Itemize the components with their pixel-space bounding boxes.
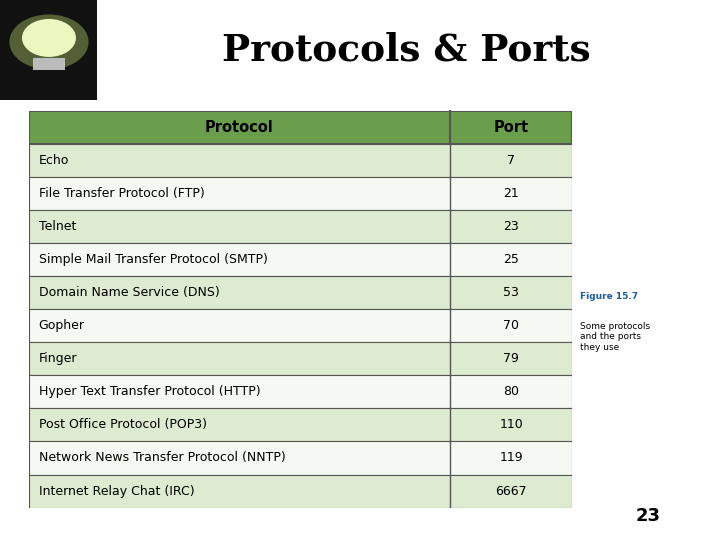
Bar (29, 177, 572, 210)
Bar (29, 243, 572, 276)
Text: File Transfer Protocol (FTP): File Transfer Protocol (FTP) (39, 187, 204, 200)
Text: 23: 23 (503, 220, 519, 233)
Bar (29, 309, 572, 342)
Text: 21: 21 (503, 187, 519, 200)
Bar (29, 342, 572, 375)
Text: 70: 70 (503, 319, 519, 332)
Text: Post Office Protocol (POP3): Post Office Protocol (POP3) (39, 418, 207, 431)
Text: Finger: Finger (39, 352, 77, 365)
Text: 119: 119 (500, 451, 523, 464)
Text: 7: 7 (508, 154, 516, 167)
Text: Telnet: Telnet (39, 220, 76, 233)
Text: Hyper Text Transfer Protocol (HTTP): Hyper Text Transfer Protocol (HTTP) (39, 386, 260, 399)
Bar (29, 111, 572, 144)
Bar (29, 442, 572, 475)
Bar (29, 475, 572, 508)
Text: Protocols & Ports: Protocols & Ports (222, 31, 591, 69)
Ellipse shape (22, 19, 76, 57)
Bar (33, 58, 65, 70)
Text: Domain Name Service (DNS): Domain Name Service (DNS) (39, 286, 220, 299)
Bar (29, 276, 572, 309)
Ellipse shape (9, 15, 89, 70)
Bar (29, 210, 572, 243)
Text: Internet Relay Chat (IRC): Internet Relay Chat (IRC) (39, 484, 194, 497)
Text: 6667: 6667 (495, 484, 527, 497)
Bar (29, 375, 572, 408)
Text: 25: 25 (503, 253, 519, 266)
Text: Figure 15.7: Figure 15.7 (580, 292, 638, 301)
Text: Gopher: Gopher (39, 319, 84, 332)
Text: 23: 23 (636, 507, 660, 525)
Text: 80: 80 (503, 386, 519, 399)
Text: 110: 110 (500, 418, 523, 431)
Text: Protocol: Protocol (205, 120, 274, 135)
Text: 53: 53 (503, 286, 519, 299)
Text: Port: Port (494, 120, 528, 135)
Text: Some protocols
and the ports
they use: Some protocols and the ports they use (580, 322, 649, 352)
Bar (29, 144, 572, 177)
Bar (29, 408, 572, 442)
Text: 79: 79 (503, 352, 519, 365)
Bar (0, 0, 97, 100)
Text: Echo: Echo (39, 154, 69, 167)
Text: Simple Mail Transfer Protocol (SMTP): Simple Mail Transfer Protocol (SMTP) (39, 253, 267, 266)
Text: Network News Transfer Protocol (NNTP): Network News Transfer Protocol (NNTP) (39, 451, 285, 464)
